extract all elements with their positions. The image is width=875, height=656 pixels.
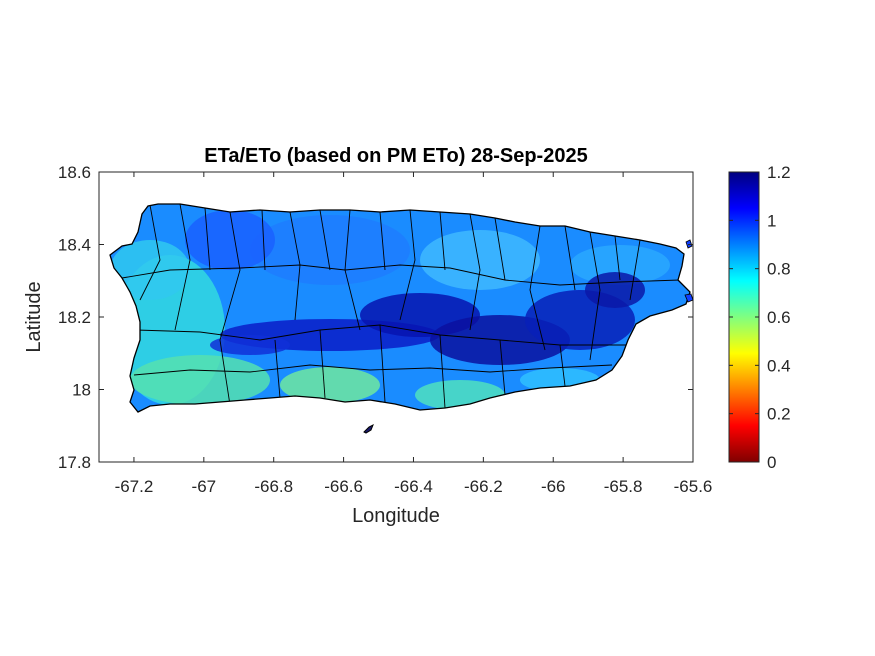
municipality-boundary [439,334,446,409]
municipality-boundary [133,364,613,376]
municipality-boundary [469,213,481,331]
municipality-boundary [174,204,191,331]
heat-region [210,335,290,355]
municipality-boundary [319,329,326,399]
x-tick-label: -66.6 [324,477,363,496]
x-tick-label: -67.2 [115,477,154,496]
x-tick-label: -65.8 [604,477,643,496]
municipality-boundary [219,211,241,406]
island-outline [109,203,691,413]
municipality-boundary [379,211,386,271]
colorbar: 0 0.2 0.4 0.6 0.8 1 1.2 [728,163,791,472]
x-tick-label: -65.6 [674,477,713,496]
heat-region [585,272,645,308]
colorbar-tick-label: 1 [767,211,776,230]
x-tick-label: -66.2 [464,477,503,496]
municipality-boundary [274,339,281,399]
municipality-boundary [529,225,546,351]
heat-region [185,210,275,270]
heat-region [250,215,410,285]
y-tick-label: 18.2 [58,308,91,327]
municipality-boundary [629,239,641,301]
municipality-boundary [379,324,386,403]
municipality-boundary [139,204,161,301]
municipality-boundary [559,344,566,387]
x-axis: -67.2 -67 -66.8 -66.6 -66.4 -66.2 -66 -65.8 -65.… [115,172,713,496]
y-tick-label: 18.4 [58,236,91,255]
heat-region [420,230,540,290]
municipality-boundary [439,211,446,271]
y-tick-label: 18.6 [58,163,91,182]
x-tick-label: -66 [541,477,566,496]
municipality-boundary [499,339,506,396]
municipality-boundary [319,209,331,271]
colorbar-tick-label: 0.2 [767,405,791,424]
heat-region [130,355,270,405]
colorbar-tick-label: 0.8 [767,260,791,279]
heat-region [570,245,670,285]
y-axis-label: Latitude [23,281,45,352]
municipality-boundary [121,264,681,286]
heat-region [280,367,380,403]
colorbar-tick-label: 1.2 [767,163,791,182]
municipality-boundary [589,231,601,361]
y-tick-label: 17.8 [58,453,91,472]
heat-region [110,240,190,300]
x-tick-label: -66.8 [254,477,293,496]
x-tick-label: -67 [192,477,217,496]
chart-title: ETa/ETo (based on PM ETo) 28-Sep-2025 [204,145,587,167]
colorbar-tick-label: 0.4 [767,356,791,375]
x-tick-label: -66.4 [394,477,433,496]
eta-eto-heatmap [110,204,690,412]
colorbar-gradient [728,171,760,463]
municipality-boundary [614,235,621,281]
municipality-boundary [204,207,211,271]
y-tick-label: 18 [72,381,91,400]
municipality-boundary [494,217,506,281]
y-axis: 17.8 18 18.2 18.4 18.6 [58,163,693,472]
municipality-boundary [564,225,576,291]
colorbar-tick-label: 0 [767,453,776,472]
x-axis-label: Longitude [352,505,440,527]
municipality-boundary [399,209,416,321]
municipality-boundaries [121,204,681,409]
municipality-boundary [261,209,266,271]
colorbar-tick-label: 0.6 [767,308,791,327]
